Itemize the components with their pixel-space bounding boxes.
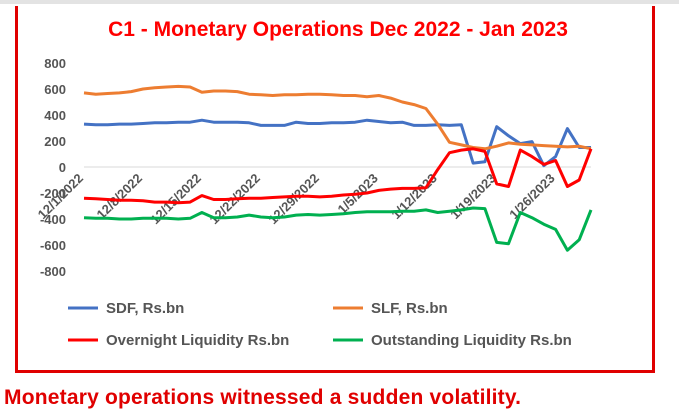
series-lines [83, 84, 593, 252]
y-tick-label: -400 [40, 212, 66, 227]
chart-title: C1 - Monetary Operations Dec 2022 - Jan … [108, 18, 568, 41]
y-tick-label: 0 [59, 160, 66, 175]
y-tick-label: 800 [44, 56, 66, 71]
sheet-gridline [0, 0, 679, 4]
legend-item[interactable]: SLF, Rs.bn [333, 300, 448, 317]
legend-label: Overnight Liquidity Rs.bn [106, 332, 289, 349]
legend-item[interactable]: SDF, Rs.bn [68, 300, 184, 317]
y-tick-label: 400 [44, 108, 66, 123]
series-line-1 [83, 118, 591, 168]
y-axis: 800 600 400 200 0 -200 -400 -600 -800 [40, 56, 66, 279]
y-tick-label: -200 [40, 186, 66, 201]
series-line-3 [83, 147, 593, 205]
legend-item[interactable]: Overnight Liquidity Rs.bn [68, 332, 289, 349]
legend: SDF, Rs.bn SLF, Rs.bn Overnight Liquidity … [68, 300, 572, 349]
caption-text: Monetary operations witnessed a sudden v… [4, 386, 522, 409]
chart-area[interactable]: C1 - Monetary Operations Dec 2022 - Jan … [15, 6, 655, 373]
series-line-2 [83, 84, 592, 151]
x-tick-label: 1/19/2023 [447, 171, 499, 223]
y-tick-label: -800 [40, 264, 66, 279]
x-tick-label: 12/8/2022 [94, 171, 146, 223]
y-tick-label: 200 [44, 134, 66, 149]
y-tick-label: -600 [40, 238, 66, 253]
legend-label: SLF, Rs.bn [371, 300, 448, 317]
y-tick-label: 600 [44, 82, 66, 97]
series-line-4 [83, 206, 593, 252]
x-tick-label: 1/26/2023 [506, 171, 558, 223]
legend-item[interactable]: Outstanding Liquidity Rs.bn [333, 332, 572, 349]
legend-label: SDF, Rs.bn [106, 300, 184, 317]
legend-label: Outstanding Liquidity Rs.bn [371, 332, 572, 349]
